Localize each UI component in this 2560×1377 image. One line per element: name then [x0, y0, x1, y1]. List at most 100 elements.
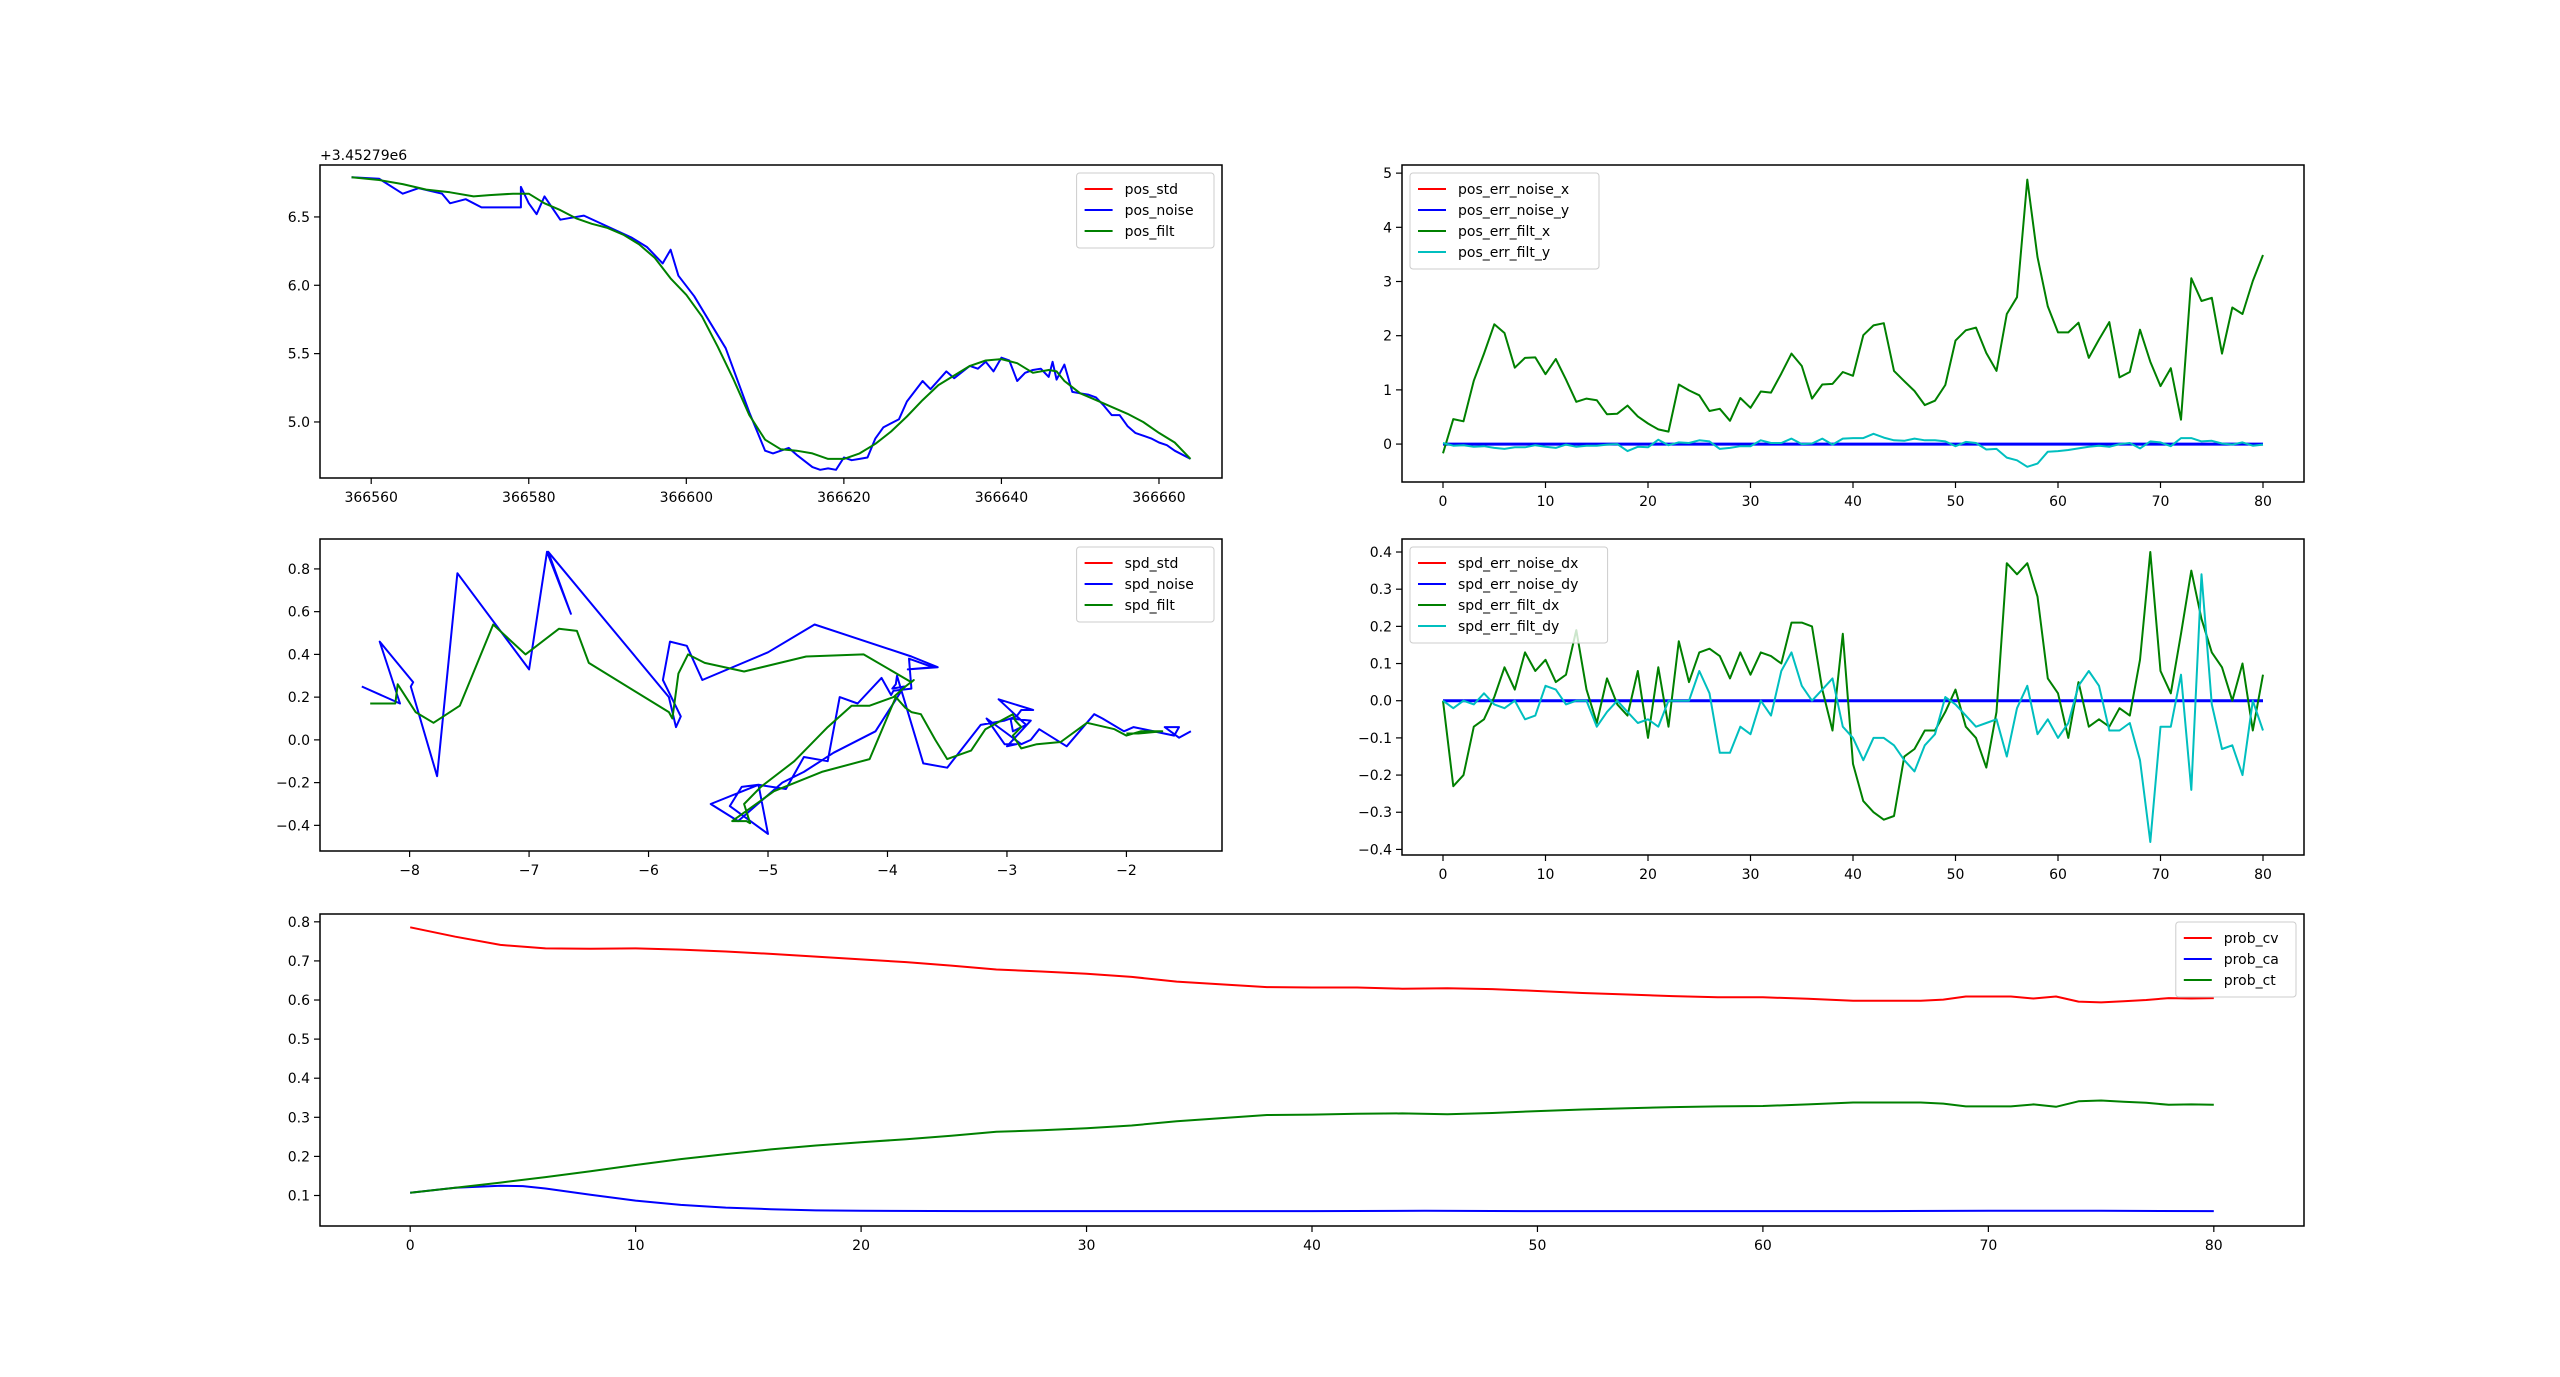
x-tick: 366620	[817, 478, 871, 506]
x-tick: 70	[2152, 482, 2170, 510]
x-tick-label: 80	[2205, 1238, 2223, 1254]
x-tick: 366600	[660, 478, 713, 506]
y-tick-label: 0.3	[288, 1110, 310, 1126]
y-tick-label: 0.6	[288, 605, 310, 621]
x-tick-label: 0	[406, 1238, 415, 1254]
x-tick: 20	[1639, 482, 1657, 510]
axes-model-probabilities: 0 10 20 30 40 50 60 70 80 0.1 0.2 0.3 0.4 0.5 0.6 0.7 0.…	[288, 913, 2305, 1254]
y-tick-label: 2	[1383, 329, 1392, 345]
y-tick: 4	[1383, 220, 1402, 236]
y-tick-label: −0.1	[1358, 731, 1392, 747]
y-tick-label: 5	[1383, 166, 1392, 182]
x-tick: 70	[2152, 855, 2170, 883]
x-tick: −8	[399, 851, 420, 879]
legend-label: pos_err_filt_y	[1458, 245, 1550, 261]
x-tick: 40	[1844, 482, 1862, 510]
legend-label: prob_cv	[2224, 931, 2279, 947]
x-tick-label: 50	[1947, 494, 1965, 510]
y-tick: 6.0	[288, 278, 320, 294]
plot-area	[409, 926, 2214, 1213]
y-tick-label: 0.2	[288, 1149, 310, 1165]
x-tick-label: 70	[2152, 494, 2170, 510]
legend-label: prob_ct	[2224, 973, 2276, 989]
series-spd-filt	[370, 623, 1164, 825]
x-tick: 30	[1078, 1226, 1096, 1254]
axes-speed-trajectory: −8 −7 −6 −5 −4 −3 −2 −0.4 −0.2 0.0 0.2 0.4 0.6 0.8 spd…	[276, 538, 1223, 879]
legend-label: spd_err_filt_dx	[1458, 598, 1559, 614]
x-tick-label: 10	[1537, 494, 1555, 510]
x-tick: 0	[406, 1226, 415, 1254]
x-tick-label: 50	[1529, 1238, 1547, 1254]
x-tick: 60	[1754, 1226, 1772, 1254]
x-tick: 60	[2049, 855, 2067, 883]
x-tick: 0	[1439, 482, 1448, 510]
axes-speed-error: 0 10 20 30 40 50 60 70 80 −0.4 −0.3 −0.2 −0.1 0.0 0.1 0…	[1358, 538, 2305, 883]
y-tick: 2	[1383, 329, 1402, 345]
x-tick-label: 366660	[1132, 490, 1185, 506]
y-tick: 0.2	[288, 1149, 320, 1165]
legend-label: pos_noise	[1125, 203, 1194, 219]
y-tick: 0.6	[288, 993, 320, 1009]
y-tick-label: 0.6	[288, 993, 310, 1009]
y-tick: 0.8	[288, 915, 320, 931]
x-tick: −2	[1116, 851, 1137, 879]
y-tick-label: −0.2	[276, 776, 310, 792]
y-tick-label: 3	[1383, 275, 1392, 291]
x-tick-label: 366640	[975, 490, 1028, 506]
x-tick-label: 20	[1639, 867, 1657, 883]
y-tick: 0.2	[1370, 619, 1402, 635]
x-tick-label: 10	[627, 1238, 645, 1254]
x-tick: 60	[2049, 482, 2067, 510]
legend-label: spd_filt	[1125, 598, 1176, 614]
legend: pos_std pos_noise pos_filt	[1076, 172, 1215, 249]
x-tick-label: 366580	[502, 490, 555, 506]
x-tick: 30	[1742, 855, 1760, 883]
y-tick: 3	[1383, 275, 1402, 291]
x-tick-label: 30	[1742, 867, 1760, 883]
x-tick-label: 30	[1078, 1238, 1096, 1254]
y-tick-label: 0.0	[1370, 694, 1392, 710]
legend-label: pos_std	[1125, 182, 1178, 198]
y-tick-label: 0.7	[288, 954, 310, 970]
axes-position-trajectory: 366560 366580 366600 366620 366640 366660 5.0 5…	[288, 164, 1223, 506]
y-tick-label: 0.4	[1370, 545, 1392, 561]
y-tick-label: 5.0	[288, 415, 310, 431]
legend-label: pos_filt	[1125, 224, 1175, 240]
legend-label: spd_std	[1125, 556, 1179, 572]
x-tick-label: 70	[2152, 867, 2170, 883]
y-tick-label: 0.0	[288, 733, 310, 749]
x-tick-label: 40	[1844, 494, 1862, 510]
x-tick: 20	[852, 1226, 870, 1254]
axes-position-error: 0 10 20 30 40 50 60 70 80 0 1 2 3 4 5 pos_err_noise_xpo…	[1383, 164, 2305, 510]
y-tick-label: −0.4	[1358, 842, 1392, 858]
x-tick: 50	[1947, 855, 1964, 883]
legend: prob_cv prob_ca prob_ct	[2175, 921, 2297, 998]
x-tick-label: 30	[1742, 494, 1760, 510]
y-tick: 0.2	[288, 690, 320, 706]
y-tick-label: −0.3	[1358, 805, 1392, 821]
series-pos-err-filt-x	[1442, 178, 2264, 454]
x-tick: 80	[2254, 482, 2272, 510]
x-tick-label: 0	[1439, 494, 1448, 510]
y-tick-label: 6.0	[288, 278, 310, 294]
y-tick-label: 0.4	[288, 1071, 310, 1087]
y-tick: 1	[1383, 383, 1402, 399]
y-tick-label: 1	[1383, 383, 1392, 399]
x-tick-label: −2	[1116, 863, 1137, 879]
y-tick-label: 0.2	[288, 690, 310, 706]
x-tick: 40	[1303, 1226, 1321, 1254]
x-tick-label: 60	[2049, 494, 2067, 510]
x-tick: −3	[997, 851, 1017, 879]
y-tick: −0.2	[276, 776, 320, 792]
y-tick: 0.1	[288, 1189, 320, 1205]
legend-label: spd_err_noise_dx	[1458, 556, 1578, 572]
y-tick: 0.4	[288, 647, 320, 663]
y-tick: −0.4	[1358, 842, 1402, 858]
x-tick-label: 80	[2254, 867, 2272, 883]
x-tick: 80	[2205, 1226, 2223, 1254]
y-tick: 0.6	[288, 605, 320, 621]
y-tick: 0.8	[288, 562, 320, 578]
y-tick-label: −0.4	[276, 818, 310, 834]
x-tick: 70	[1979, 1226, 1997, 1254]
x-tick: 366660	[1132, 478, 1186, 506]
